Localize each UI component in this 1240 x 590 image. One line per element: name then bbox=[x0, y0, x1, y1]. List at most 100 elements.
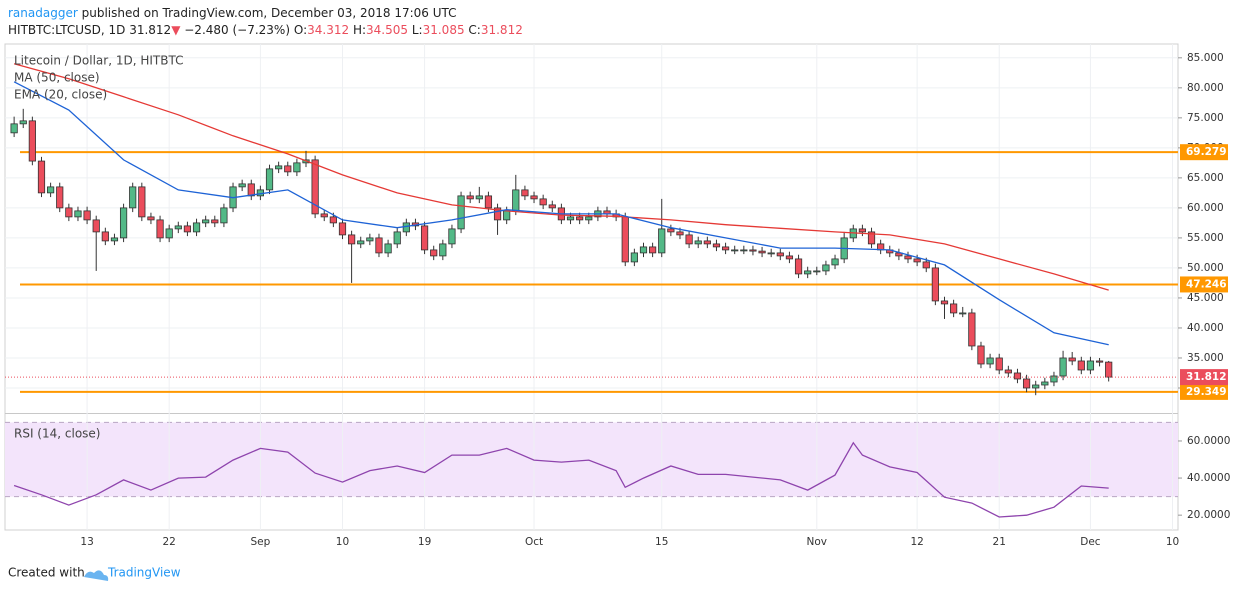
candle-body bbox=[658, 228, 666, 254]
candle-body bbox=[174, 225, 182, 230]
author[interactable]: ranadagger bbox=[8, 6, 78, 20]
level-tag-label: 69.279 bbox=[1186, 146, 1227, 158]
candle-body bbox=[1032, 384, 1040, 389]
y-tick-label: 55.000 bbox=[1187, 232, 1224, 244]
candle-body bbox=[986, 357, 994, 365]
candle-body bbox=[585, 216, 593, 221]
candle-body bbox=[548, 204, 556, 209]
x-tick-label: 13 bbox=[80, 536, 93, 548]
candle-body bbox=[247, 183, 255, 197]
candle-body bbox=[375, 237, 383, 254]
candle-body bbox=[503, 210, 511, 221]
candle-body bbox=[430, 249, 438, 257]
candle-body bbox=[156, 219, 164, 239]
candle-body bbox=[147, 216, 155, 221]
candle-body bbox=[10, 123, 18, 134]
o-label: O: bbox=[294, 23, 307, 37]
candle-body bbox=[202, 219, 210, 224]
candle-body bbox=[977, 345, 985, 365]
indicator-line bbox=[13, 81, 1109, 346]
x-tick-label: 21 bbox=[993, 536, 1006, 548]
candle-body bbox=[484, 195, 493, 209]
x-tick-label: Nov bbox=[807, 536, 828, 548]
rsi-line bbox=[13, 441, 1109, 518]
last-price-label: 31.812 bbox=[1186, 371, 1227, 383]
y-tick-label: 35.000 bbox=[1187, 352, 1224, 364]
rsi-band bbox=[5, 422, 1178, 497]
candle-body bbox=[776, 252, 784, 257]
rsi-tick-label: 40.0000 bbox=[1187, 472, 1230, 484]
candle-body bbox=[1077, 360, 1085, 371]
candle-body bbox=[65, 207, 73, 218]
candle-body bbox=[338, 222, 347, 236]
rsi-tick-label: 60.0000 bbox=[1187, 435, 1230, 447]
candle-body bbox=[110, 237, 119, 242]
candle-body bbox=[47, 186, 55, 194]
candle-body bbox=[329, 216, 337, 224]
candle-body bbox=[466, 195, 474, 200]
x-tick-label: Oct bbox=[525, 536, 543, 548]
level-tag-label: 29.349 bbox=[1186, 386, 1227, 398]
candle-body bbox=[767, 252, 775, 255]
candle-body bbox=[119, 207, 128, 239]
candle-body bbox=[83, 210, 91, 221]
candle-body bbox=[740, 249, 748, 252]
candle-body bbox=[92, 219, 100, 233]
h: 34.505 bbox=[366, 23, 408, 37]
candle-body bbox=[311, 159, 319, 215]
candle-body bbox=[402, 222, 410, 233]
candle-body bbox=[448, 228, 456, 245]
last-price-tag bbox=[1180, 369, 1228, 386]
indicator-line bbox=[13, 63, 1109, 291]
footer-brand[interactable]: TradingView bbox=[107, 566, 181, 580]
candle-body bbox=[813, 270, 821, 273]
candle-body bbox=[940, 300, 949, 305]
candle-body bbox=[192, 222, 201, 233]
candle-body bbox=[758, 250, 766, 254]
candle-body bbox=[320, 213, 328, 218]
candle-body bbox=[721, 246, 730, 251]
published-line: ranadagger published on TradingView.com,… bbox=[8, 6, 457, 20]
candle-body bbox=[493, 207, 502, 221]
candle-body bbox=[56, 186, 64, 209]
candle-body bbox=[950, 303, 958, 314]
candle-body bbox=[19, 120, 27, 125]
candle-body bbox=[521, 189, 529, 197]
h-label: H: bbox=[353, 23, 366, 37]
level-tag bbox=[1180, 276, 1228, 293]
candle-body bbox=[1105, 361, 1113, 378]
candle-body bbox=[676, 231, 684, 236]
last: 31.812 bbox=[129, 23, 171, 37]
level-tag-label: 47.246 bbox=[1186, 278, 1227, 290]
y-tick-label: 45.000 bbox=[1187, 292, 1224, 304]
y-tick-label: 50.000 bbox=[1187, 262, 1224, 274]
chart-title: Litecoin / Dollar, 1D, HITBTC bbox=[14, 54, 183, 68]
o: 34.312 bbox=[307, 23, 349, 37]
candle-body bbox=[475, 195, 483, 200]
candle-body bbox=[220, 207, 228, 224]
candle-body bbox=[566, 216, 575, 221]
rsi-tick-label: 20.0000 bbox=[1187, 509, 1230, 521]
candle-body bbox=[794, 258, 803, 275]
candle-body bbox=[639, 246, 648, 254]
y-tick-label: 65.000 bbox=[1187, 172, 1224, 184]
candle-body bbox=[530, 195, 538, 200]
x-tick-label: Dec bbox=[1080, 536, 1101, 548]
candle-body bbox=[1068, 357, 1076, 362]
footer-created: Created with bbox=[8, 566, 85, 580]
candle-body bbox=[621, 216, 629, 263]
plot-layer: 1322Sep1019Oct15Nov1221Dec1030.00035.000… bbox=[5, 44, 1230, 548]
candle-body bbox=[138, 186, 146, 218]
candle-body bbox=[731, 249, 739, 252]
candle-body bbox=[667, 228, 675, 233]
candle-body bbox=[904, 255, 912, 260]
arrow: ▼ bbox=[171, 23, 181, 37]
l: 31.085 bbox=[423, 23, 465, 37]
candle-body bbox=[101, 231, 109, 242]
candle-body bbox=[384, 243, 392, 254]
candle-body bbox=[1050, 375, 1058, 383]
candle-body bbox=[265, 168, 274, 191]
candle-body bbox=[922, 261, 930, 269]
candle-body bbox=[804, 270, 812, 275]
